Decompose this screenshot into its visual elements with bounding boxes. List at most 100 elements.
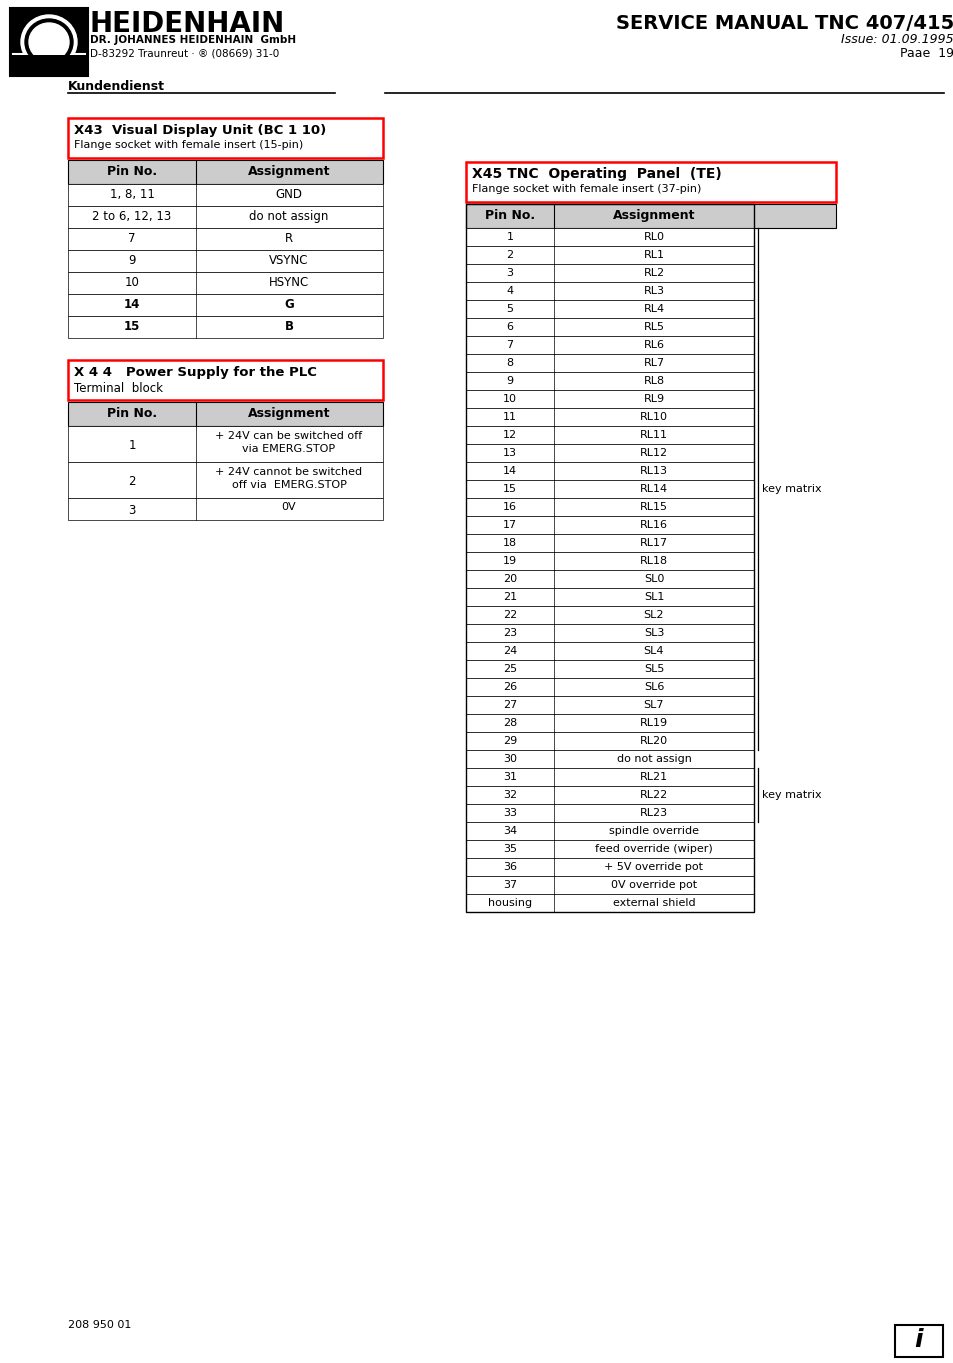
Text: Issue: 01.09.1995: Issue: 01.09.1995 (841, 33, 953, 46)
Bar (465, 480, 753, 497)
Text: 11: 11 (502, 412, 517, 423)
Text: do not assign: do not assign (249, 210, 329, 224)
Text: 22: 22 (502, 611, 517, 620)
Text: 3: 3 (506, 269, 513, 278)
Text: DR. JOHANNES HEIDENHAIN  GmbH: DR. JOHANNES HEIDENHAIN GmbH (90, 35, 295, 45)
Ellipse shape (25, 19, 73, 65)
Bar (465, 696, 753, 714)
Text: Flange socket with female insert (37-pin): Flange socket with female insert (37-pin… (472, 184, 700, 194)
Text: RL23: RL23 (639, 808, 667, 818)
Text: 30: 30 (502, 754, 517, 765)
Text: SL4: SL4 (643, 646, 663, 656)
Text: Pin No.: Pin No. (107, 165, 157, 179)
Text: SL5: SL5 (643, 664, 663, 673)
Text: X43  Visual Display Unit (BC 1 10): X43 Visual Display Unit (BC 1 10) (74, 124, 326, 138)
Bar (465, 857, 753, 876)
Text: 9: 9 (506, 376, 513, 386)
Text: Assignment: Assignment (612, 209, 695, 222)
Text: 4: 4 (506, 286, 513, 296)
Bar (465, 804, 753, 822)
Text: 28: 28 (502, 718, 517, 728)
Text: 18: 18 (502, 538, 517, 548)
Bar (465, 462, 753, 480)
Text: RL19: RL19 (639, 718, 667, 728)
Text: G: G (284, 298, 294, 311)
Text: 3: 3 (128, 504, 135, 517)
Bar (465, 677, 753, 696)
Bar (465, 750, 753, 767)
Bar (465, 552, 753, 570)
Bar (68, 402, 382, 427)
Text: 21: 21 (502, 592, 517, 602)
Text: Flange socket with female insert (15-pin): Flange socket with female insert (15-pin… (74, 140, 303, 150)
Text: RL6: RL6 (643, 339, 664, 350)
Text: HSYNC: HSYNC (269, 275, 309, 289)
Bar (465, 427, 753, 444)
Text: 2 to 6, 12, 13: 2 to 6, 12, 13 (92, 210, 172, 224)
Text: VSYNC: VSYNC (269, 254, 309, 267)
Bar (68, 184, 382, 206)
Text: RL3: RL3 (643, 286, 664, 296)
Bar (68, 497, 382, 521)
Text: 34: 34 (502, 826, 517, 836)
Text: X 4 4   Power Supply for the PLC: X 4 4 Power Supply for the PLC (74, 367, 316, 379)
Text: X45 TNC  Operating  Panel  (TE): X45 TNC Operating Panel (TE) (472, 168, 721, 181)
Text: 29: 29 (502, 736, 517, 746)
Text: 6: 6 (506, 322, 513, 333)
Text: RL15: RL15 (639, 502, 667, 512)
Text: 15: 15 (502, 484, 517, 493)
Bar (465, 642, 753, 660)
Bar (465, 228, 753, 245)
Bar (465, 660, 753, 677)
Text: 9: 9 (128, 254, 135, 267)
Text: 2: 2 (506, 249, 513, 260)
Text: 27: 27 (502, 701, 517, 710)
Bar (465, 204, 753, 912)
Bar (465, 408, 753, 427)
Bar (465, 534, 753, 552)
Bar (68, 206, 382, 228)
Text: + 5V override pot: + 5V override pot (604, 861, 702, 872)
Bar (465, 624, 753, 642)
Text: RL18: RL18 (639, 556, 667, 566)
Text: external shield: external shield (612, 898, 695, 908)
Text: RL14: RL14 (639, 484, 667, 493)
Text: 7: 7 (128, 232, 135, 245)
Text: RL7: RL7 (642, 358, 664, 368)
Text: 12: 12 (502, 429, 517, 440)
Bar (68, 294, 382, 316)
Text: feed override (wiper): feed override (wiper) (595, 844, 712, 855)
Text: off via  EMERG.STOP: off via EMERG.STOP (232, 480, 346, 491)
Text: 5: 5 (506, 304, 513, 313)
Text: SL7: SL7 (643, 701, 663, 710)
Bar (465, 444, 753, 462)
Text: 20: 20 (502, 574, 517, 583)
Bar (465, 786, 753, 804)
Bar (10, 8, 88, 76)
Bar (465, 300, 753, 318)
Text: 23: 23 (502, 628, 517, 638)
Text: RL22: RL22 (639, 791, 667, 800)
Text: RL2: RL2 (642, 269, 664, 278)
Text: 24: 24 (502, 646, 517, 656)
Bar (465, 732, 753, 750)
Text: Assignment: Assignment (248, 165, 330, 179)
Ellipse shape (29, 23, 69, 61)
Text: key matrix: key matrix (761, 484, 821, 493)
Bar (465, 264, 753, 282)
Text: RL9: RL9 (642, 394, 664, 403)
Text: 15: 15 (124, 320, 140, 333)
Text: RL5: RL5 (643, 322, 664, 333)
Text: GND: GND (275, 188, 302, 200)
Text: SL3: SL3 (643, 628, 663, 638)
Text: D-83292 Traunreut · ® (08669) 31-0: D-83292 Traunreut · ® (08669) 31-0 (90, 48, 279, 59)
Text: 208 950 01: 208 950 01 (68, 1319, 132, 1330)
Bar (465, 282, 753, 300)
Bar (894, 1325, 942, 1358)
Text: 13: 13 (502, 448, 517, 458)
Bar (68, 316, 382, 338)
Text: 1: 1 (506, 232, 513, 243)
Text: 25: 25 (502, 664, 517, 673)
Text: R: R (285, 232, 293, 245)
Bar (465, 245, 753, 264)
